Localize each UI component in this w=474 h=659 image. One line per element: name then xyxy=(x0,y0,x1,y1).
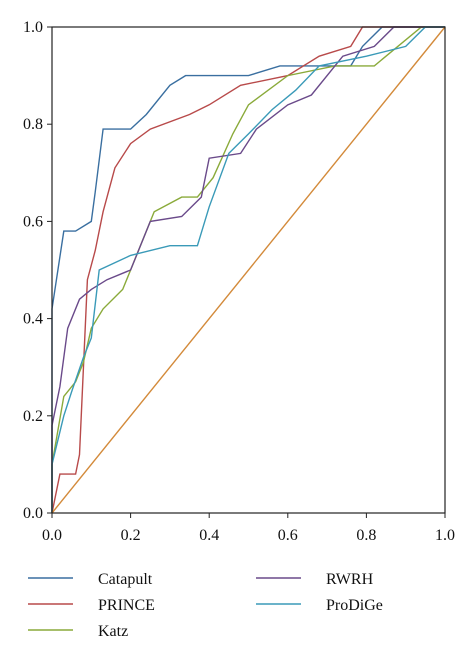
legend-item: Catapult xyxy=(28,571,153,588)
y-tick-label: 0.6 xyxy=(23,213,43,230)
y-tick-label: 0.8 xyxy=(23,116,43,133)
x-tick-label: 0.4 xyxy=(199,527,219,544)
x-axis: 0.0 0.2 0.4 0.6 0.8 1.0 xyxy=(42,513,455,544)
y-axis: 0.0 0.2 0.4 0.6 0.8 1.0 xyxy=(23,19,52,522)
legend-label: RWRH xyxy=(326,571,374,588)
y-tick-label: 0.0 xyxy=(23,505,43,522)
series-line-catapult xyxy=(51,26,445,513)
y-tick-label: 1.0 xyxy=(23,19,43,36)
legend-label: Catapult xyxy=(98,571,153,588)
series-line-prodige xyxy=(51,26,445,513)
y-tick-label: 0.4 xyxy=(23,311,43,328)
x-tick-label: 1.0 xyxy=(435,527,455,544)
legend-label: PRINCE xyxy=(98,597,155,614)
legend: Catapult RWRH PRINCE ProDiGe Katz xyxy=(28,571,383,640)
legend-item: Katz xyxy=(28,623,128,640)
x-tick-label: 0.0 xyxy=(42,527,62,544)
plot-frame xyxy=(51,26,446,514)
reference-diagonal-line xyxy=(51,26,446,514)
x-tick-label: 0.2 xyxy=(121,527,141,544)
legend-item: ProDiGe xyxy=(256,597,383,614)
x-tick-label: 0.6 xyxy=(278,527,298,544)
legend-label: ProDiGe xyxy=(326,597,383,614)
legend-item: PRINCE xyxy=(28,597,155,614)
series-lines xyxy=(51,26,446,514)
legend-item: RWRH xyxy=(256,571,374,588)
x-tick-label: 0.8 xyxy=(356,527,376,544)
series-line-prince xyxy=(51,26,445,514)
y-tick-label: 0.2 xyxy=(23,408,43,425)
series-line-katz xyxy=(51,26,445,513)
legend-label: Katz xyxy=(98,623,128,640)
